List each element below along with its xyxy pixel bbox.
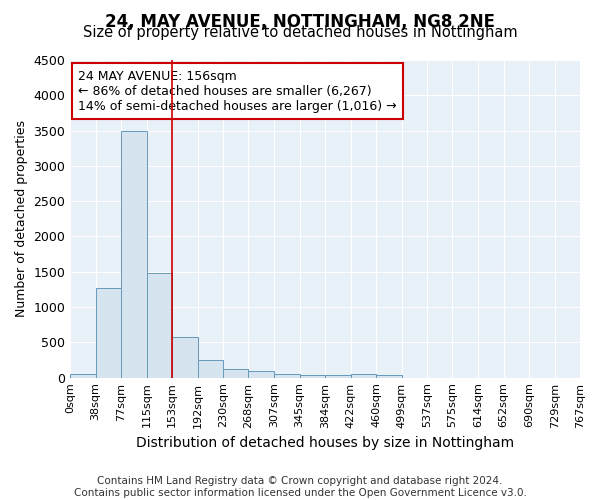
Text: 24 MAY AVENUE: 156sqm
← 86% of detached houses are smaller (6,267)
14% of semi-d: 24 MAY AVENUE: 156sqm ← 86% of detached … [78, 70, 397, 112]
Text: Size of property relative to detached houses in Nottingham: Size of property relative to detached ho… [83, 25, 517, 40]
Bar [248, 372, 274, 378]
Bar [95, 288, 121, 378]
Bar [70, 374, 95, 378]
Text: Contains HM Land Registry data © Crown copyright and database right 2024.
Contai: Contains HM Land Registry data © Crown c… [74, 476, 526, 498]
Bar [172, 338, 198, 378]
Bar [274, 374, 299, 378]
Bar [121, 130, 147, 378]
Bar [376, 375, 402, 378]
Bar [198, 360, 223, 378]
Bar [223, 368, 248, 378]
Bar [147, 273, 172, 378]
Text: 24, MAY AVENUE, NOTTINGHAM, NG8 2NE: 24, MAY AVENUE, NOTTINGHAM, NG8 2NE [105, 12, 495, 30]
Bar [299, 375, 325, 378]
Y-axis label: Number of detached properties: Number of detached properties [15, 120, 28, 318]
Bar [351, 374, 376, 378]
X-axis label: Distribution of detached houses by size in Nottingham: Distribution of detached houses by size … [136, 436, 514, 450]
Bar [325, 375, 351, 378]
